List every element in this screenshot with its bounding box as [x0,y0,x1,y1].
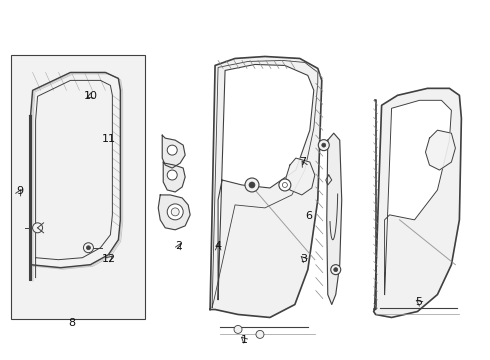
Circle shape [167,204,183,220]
Circle shape [234,325,242,333]
Circle shape [83,243,94,253]
Polygon shape [210,57,322,318]
Polygon shape [158,195,190,230]
Text: 2: 2 [175,241,183,251]
Polygon shape [425,130,455,170]
Text: 11: 11 [102,134,116,144]
Text: 12: 12 [102,254,116,264]
Circle shape [331,265,341,275]
Circle shape [279,179,291,191]
Circle shape [245,178,259,192]
Circle shape [167,145,177,155]
Circle shape [334,268,338,272]
Text: 6: 6 [305,211,312,221]
Text: 4: 4 [215,241,221,251]
Circle shape [249,182,255,188]
Bar [11,55,145,319]
Text: 7: 7 [299,157,306,167]
Polygon shape [286,158,315,195]
Circle shape [322,143,326,147]
Text: 3: 3 [300,254,307,264]
Polygon shape [327,133,342,305]
Circle shape [167,170,177,180]
Circle shape [33,223,43,233]
Circle shape [256,330,264,338]
Polygon shape [385,100,451,294]
Circle shape [86,246,91,250]
Circle shape [282,183,287,188]
Text: 1: 1 [241,334,247,345]
Text: 9: 9 [17,186,24,196]
Polygon shape [218,64,314,300]
Polygon shape [374,88,462,318]
Circle shape [171,208,179,216]
Polygon shape [163,162,185,192]
Circle shape [318,140,329,150]
Text: 8: 8 [68,319,75,328]
Polygon shape [162,135,185,168]
Text: 5: 5 [415,297,422,307]
Text: 10: 10 [84,91,98,101]
